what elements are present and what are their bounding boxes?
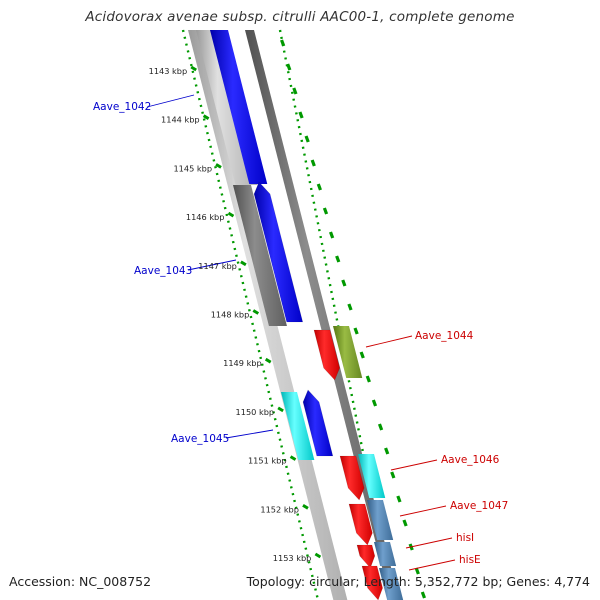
- gene-label-hisi: hisI: [456, 532, 474, 544]
- gene-steel-aave-1047: [367, 500, 394, 540]
- scale-tick-mark: [292, 87, 298, 95]
- gene-leader-line: [405, 537, 453, 549]
- scale-tick-mark: [359, 351, 365, 359]
- tick-label: 1152 kbp: [260, 504, 299, 514]
- gene-label-hise: hisE: [459, 554, 481, 566]
- scale-tick-mark: [190, 65, 197, 72]
- tick-label: 1144 kbp: [161, 115, 200, 125]
- gene-red-aave-1044: [313, 329, 341, 381]
- scale-tick-mark: [280, 39, 286, 47]
- scale-tick-mark: [371, 399, 378, 407]
- scale-tick-mark: [390, 471, 396, 479]
- scale-tick-mark: [347, 303, 353, 311]
- tick-label: 1150 kbp: [236, 407, 275, 417]
- topology-label: Topology: circular; Length: 5,352,772 bp…: [246, 574, 590, 589]
- scale-tick-mark: [302, 504, 309, 510]
- gene-olive-aave-1044: [333, 326, 363, 378]
- tick-label: 1151 kbp: [248, 456, 287, 466]
- scale-tick-labels: 1143 kbp 1144 kbp 1145 kbp 1146 kbp 1147 kbp…: [149, 65, 322, 563]
- gene-leader-line: [390, 459, 438, 471]
- scale-tick-mark: [341, 279, 347, 287]
- scale-tick-mark: [322, 207, 329, 215]
- genome-title: Acidovorax avenae subsp. citrulli AAC00-…: [85, 9, 515, 25]
- tick-label: 1146 kbp: [186, 212, 225, 222]
- gene-red-hisi: [356, 544, 376, 569]
- tick-label: 1153 kbp: [273, 553, 312, 563]
- scale-tick-mark: [329, 231, 335, 239]
- scale-tick-mark: [289, 455, 297, 461]
- gene-label-aave-1044: Aave_1044: [415, 330, 474, 342]
- gene-features: [196, 30, 404, 600]
- gene-steel-hisi: [374, 542, 397, 566]
- scale-tick-mark: [264, 357, 272, 364]
- scale-tick-mark: [286, 63, 292, 71]
- scale-tick-mark: [353, 327, 359, 335]
- gene-steel-hise: [379, 568, 404, 600]
- scale-tick-mark: [202, 114, 210, 120]
- scale-tick-mark: [215, 163, 222, 169]
- gene-leader-line: [146, 94, 195, 108]
- scale-tick-mark: [240, 260, 247, 267]
- tick-label: 1143 kbp: [149, 66, 188, 76]
- gene-labels: Aave_1042 Aave_1043 Aave_1045 Aave_1044 Aave…: [93, 94, 508, 571]
- gene-label-aave-1045: Aave_1045: [171, 433, 229, 445]
- tick-label: 1149 kbp: [223, 358, 262, 368]
- scale-tick-mark: [377, 423, 384, 431]
- gene-leader-line: [225, 429, 274, 439]
- accession-label: Accession: NC_008752: [9, 574, 152, 589]
- gene-cyan-aave-1045: [281, 392, 315, 460]
- gene-red-aave-1047: [348, 503, 373, 546]
- gene-label-aave-1047: Aave_1047: [450, 500, 508, 512]
- gene-red-hise: [361, 565, 383, 600]
- tick-label: 1147 kbp: [198, 261, 237, 271]
- gene-blue-aave-1045: [302, 389, 334, 457]
- scale-tick-mark: [365, 375, 371, 383]
- scale-tick-mark: [227, 211, 235, 218]
- gene-blue-aave-1042: [210, 30, 268, 184]
- gene-label-aave-1043: Aave_1043: [134, 265, 192, 277]
- gene-leader-line: [187, 259, 237, 271]
- gene-leader-line: [408, 559, 456, 571]
- scale-tick-mark: [335, 255, 341, 263]
- scale-tick-mark: [252, 309, 260, 315]
- scale-tick-mark: [414, 567, 420, 575]
- gene-dark-lower: [233, 185, 287, 326]
- gene-label-aave-1042: Aave_1042: [93, 101, 151, 113]
- scale-tick-mark: [314, 552, 322, 559]
- scale-tick-mark: [277, 406, 284, 413]
- tick-label: 1148 kbp: [211, 310, 250, 320]
- scale-tick-mark: [396, 495, 402, 503]
- gene-label-aave-1046: Aave_1046: [441, 454, 500, 466]
- gene-leader-line: [399, 505, 447, 517]
- tick-label: 1145 kbp: [173, 163, 212, 173]
- gene-cyan-aave-1046: [358, 454, 386, 498]
- scale-tick-mark: [310, 159, 316, 167]
- gene-blue-aave-1043: [253, 181, 304, 323]
- scale-tick-mark: [402, 519, 408, 527]
- scale-tick-mark: [420, 591, 427, 599]
- scale-tick-mark: [304, 135, 310, 143]
- scale-tick-mark: [316, 183, 322, 191]
- gene-red-aave-1046: [339, 455, 365, 501]
- scale-tick-mark: [298, 111, 304, 119]
- gene-leader-line: [365, 335, 413, 348]
- scale-tick-mark: [384, 447, 390, 455]
